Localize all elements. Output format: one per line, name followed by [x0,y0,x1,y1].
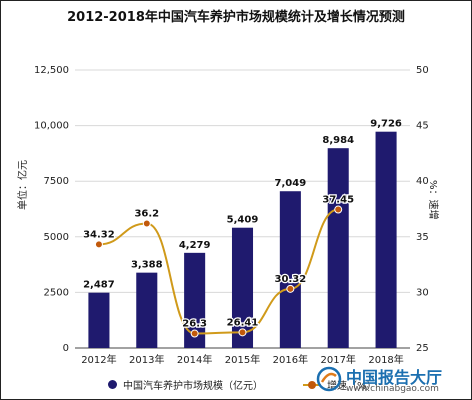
bar [88,292,110,348]
y-left-tick-label: 7500 [44,176,69,187]
legend-item-bars: 中国汽车养护市场规模（亿元） [108,377,263,392]
growth-line [98,208,339,335]
growth-point [238,328,247,337]
legend-line-swatch [303,380,321,390]
bar [136,272,158,348]
bar-data-label: 9,726 [370,119,402,130]
y-right-tick-label: 40 [416,176,429,187]
growth-point [94,240,103,249]
y-right-tick-label: 45 [416,121,429,132]
x-tick-label: 2014年 [177,353,212,366]
bar [184,252,206,348]
bar-data-label: 5,409 [227,215,259,226]
bar [327,148,349,348]
x-tick-label: 2013年 [129,353,164,366]
y-left-tick-label: 10,000 [34,121,69,132]
bar-data-label: 7,049 [275,178,307,189]
bar [375,131,397,348]
y-left-tick-label: 12,500 [34,65,69,76]
growth-point [190,329,199,338]
x-tick-label: 2012年 [81,353,116,366]
growth-data-label: 34.32 [83,229,115,240]
watermark-logo-icon [316,366,342,392]
x-tick-label: 2016年 [273,353,308,366]
y-axis-right-label: %：速增 [427,180,438,220]
growth-point [334,205,343,214]
y-axis-left-label: 单位：亿元 [18,160,29,210]
growth-point [142,219,151,228]
growth-data-label: 26.3 [182,319,207,330]
watermark-url: www.chinabgao.com [346,384,439,394]
watermark: 中国报告大厅 www.chinabgao.com [316,364,466,398]
y-right-tick-label: 50 [416,65,429,76]
y-right-tick-label: 35 [416,232,429,243]
bar-data-label: 2,487 [83,280,115,291]
growth-data-label: 37.45 [322,195,354,206]
chart-title: 2012-2018年中国汽车养护市场规模统计及增长情况预测 [67,10,405,25]
watermark-name: 中国报告大厅 [346,368,443,387]
legend: 中国汽车养护市场规模（亿元） 增速（%） [108,377,417,392]
growth-data-label: 36.2 [134,208,159,219]
x-tick-label: 2017年 [320,353,355,366]
bar-data-label: 3,388 [131,260,163,271]
legend-item-line: 增速（%） [303,377,377,392]
y-left-tick-label: 0 [63,343,69,354]
bar-data-label: 8,984 [322,135,354,146]
x-tick-label: 2018年 [368,353,403,366]
y-left-tick-label: 2500 [44,287,69,298]
bar-data-label: 4,279 [179,240,211,251]
legend-bar-swatch [108,380,117,389]
legend-line-label: 增速（%） [327,381,377,392]
growth-point [286,284,295,293]
growth-data-label: 26.41 [227,317,259,328]
y-right-tick-label: 30 [416,287,429,298]
growth-data-label: 30.32 [275,274,307,285]
y-right-tick-label: 25 [416,343,429,354]
y-left-tick-label: 5000 [44,232,69,243]
legend-bars-label: 中国汽车养护市场规模（亿元） [123,381,263,392]
bar [279,191,301,348]
bar [231,227,254,348]
x-tick-label: 2015年 [225,353,260,366]
